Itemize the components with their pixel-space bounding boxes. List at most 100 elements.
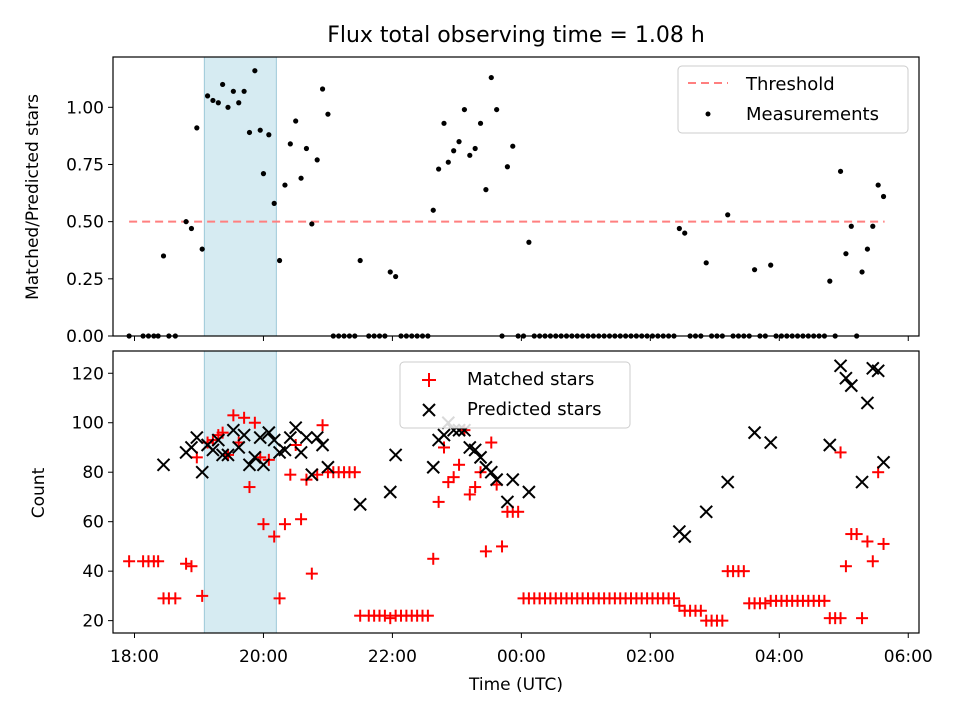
bottom-y-tick-label: 120 <box>72 364 104 384</box>
matched-star-point <box>248 416 261 429</box>
bottom-x-ticks: 18:00 20:00 22:00 00:00 02:00 04:00 06:00 <box>110 633 933 667</box>
measurement-point <box>768 262 774 268</box>
matched-star-point <box>243 481 256 494</box>
matched-star-point <box>818 594 831 607</box>
measurement-point <box>848 223 854 229</box>
predicted-star-point <box>484 465 498 479</box>
matched-star-point <box>238 411 251 424</box>
predicted-star-point <box>184 440 199 455</box>
legend-matched-label: Matched stars <box>467 369 594 390</box>
measurement-point <box>260 171 267 177</box>
measurement-point <box>703 260 709 266</box>
predicted-star-point <box>156 458 171 472</box>
matched-star-point <box>257 518 270 531</box>
matched-star-point <box>463 488 476 501</box>
matched-star-point <box>227 409 240 422</box>
measurement-point <box>445 159 451 165</box>
matched-star-point <box>421 609 434 622</box>
measurement-point <box>859 269 865 275</box>
measurement-point <box>287 141 293 147</box>
matched-star-point <box>839 560 852 573</box>
bottom-x-tick-label: 00:00 <box>497 647 546 667</box>
predicted-star-point <box>195 465 209 479</box>
matched-star-point <box>378 609 391 622</box>
measurement-point <box>215 100 221 106</box>
matched-star-point <box>384 612 397 625</box>
matched-star-point <box>667 592 680 605</box>
matched-star-point <box>196 589 209 602</box>
bottom-y-axis-label: Count <box>29 467 49 518</box>
predicted-stars-series <box>156 359 891 544</box>
matched-star-point <box>152 555 165 568</box>
predicted-star-point <box>321 460 335 474</box>
measurement-point <box>319 86 326 92</box>
matched-star-point <box>316 419 329 432</box>
predicted-star-point <box>294 445 308 460</box>
matched-star-point <box>479 545 492 558</box>
predicted-star-point <box>489 472 504 487</box>
matched-star-point <box>453 458 466 471</box>
bottom-y-tick-label: 80 <box>82 463 104 483</box>
predicted-star-point <box>305 467 319 482</box>
predicted-star-point <box>844 378 859 393</box>
bottom-x-tick-label: 20:00 <box>239 647 288 667</box>
measurement-point <box>436 166 442 172</box>
measurement-point <box>387 269 393 275</box>
matched-star-point <box>273 592 286 605</box>
legend-matched-swatch <box>422 373 436 387</box>
matched-star-point <box>201 436 214 449</box>
measurement-point <box>837 168 844 174</box>
matched-star-point <box>834 446 847 459</box>
predicted-star-point <box>468 443 482 457</box>
top-panel: Flux total observing time = 1.08 h 0.000… <box>23 23 920 347</box>
predicted-star-point <box>232 440 246 455</box>
matched-star-point <box>512 505 525 518</box>
matched-star-point <box>866 555 879 568</box>
matched-star-point <box>485 436 498 449</box>
measurement-point <box>864 246 871 252</box>
matched-star-point <box>716 614 729 627</box>
predicted-star-point <box>299 430 314 445</box>
top-y-tick-label: 0.50 <box>66 213 104 233</box>
top-y-tick-label: 1.00 <box>66 98 104 118</box>
matched-star-point <box>496 540 509 553</box>
predicted-star-point <box>855 475 869 489</box>
predicted-star-point <box>315 438 330 452</box>
top-y-tick-label: 0.00 <box>66 327 104 347</box>
measurement-point <box>430 207 436 213</box>
matched-star-point <box>834 612 847 625</box>
measurement-point <box>160 253 167 259</box>
predicted-star-point <box>763 435 778 450</box>
bottom-highlight-span <box>203 350 277 634</box>
measurement-point <box>510 143 516 149</box>
predicted-star-point <box>506 472 520 487</box>
predicted-star-point <box>242 458 257 472</box>
measurement-point <box>183 219 189 225</box>
measurement-point <box>293 118 299 124</box>
legend-predicted-label: Predicted stars <box>467 399 601 420</box>
matched-star-point <box>432 495 445 508</box>
predicted-star-point <box>288 420 303 435</box>
measurement-point <box>488 74 494 81</box>
measurement-point <box>676 225 682 232</box>
measurement-point <box>456 139 462 145</box>
measurement-point <box>236 100 242 106</box>
predicted-star-point <box>215 448 230 462</box>
measurement-point <box>441 120 447 126</box>
bottom-axes-frame <box>112 350 920 634</box>
bottom-y-tick-label: 40 <box>82 562 104 582</box>
matched-star-point <box>737 565 750 578</box>
measurement-point <box>276 257 283 264</box>
matched-star-point <box>289 439 302 451</box>
bottom-y-ticks: 20 40 60 80 100 120 <box>72 364 113 632</box>
predicted-star-point <box>860 396 875 410</box>
top-y-tick-label: 0.25 <box>66 270 104 290</box>
measurement-point <box>309 221 315 227</box>
top-y-tick-label: 0.75 <box>66 155 104 175</box>
predicted-star-point <box>310 430 324 445</box>
predicted-star-point <box>871 364 885 378</box>
bottom-x-tick-label: 06:00 <box>884 647 933 667</box>
matched-star-point <box>185 560 198 573</box>
measurement-point <box>298 175 304 181</box>
